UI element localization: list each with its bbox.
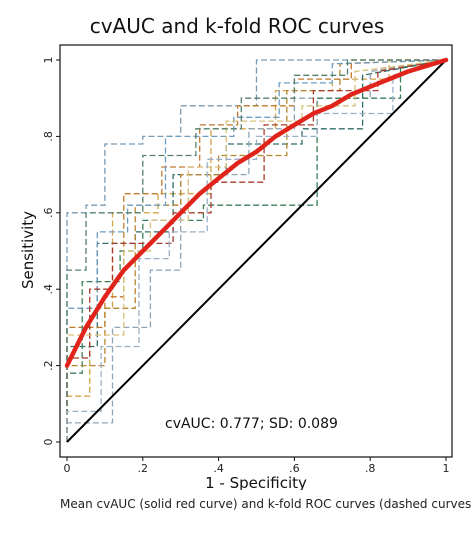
x-tick-label: .2 [138,462,149,475]
fold-roc-curve [66,59,447,442]
x-tick-label: .8 [365,462,376,475]
y-tick-label: 1 [42,57,55,64]
x-tick-label: 1 [443,462,450,475]
fold-roc-curve [66,59,447,442]
roc-chart: 0 0 .2 .2 .4 .4 .6 .6 .8 .8 1 1 1 - Specificity Sen… [19,44,453,490]
y-tick-label: .8 [42,131,55,142]
fold-roc-curve [66,59,446,442]
fold-roc-curve [66,59,447,442]
fold-roc-curve [66,59,447,442]
x-tick-label: .4 [213,462,224,475]
x-tick-label: .6 [289,462,300,475]
chart-caption: Mean cvAUC (solid red curve) and k-fold … [60,497,474,511]
y-tick-label: 0 [42,439,55,446]
fold-roc-curve [66,59,447,442]
y-tick-label: .2 [42,360,55,371]
roc-curves [64,57,449,443]
reference-diagonal [66,59,447,443]
mean-roc-curve [64,57,449,368]
chart-title: cvAUC and k-fold ROC curves [89,14,385,38]
y-tick-label: .4 [42,284,55,295]
y-tick-label: .6 [42,208,55,219]
x-tick-label: 0 [64,462,71,475]
y-axis-label: Sensitivity [19,211,37,289]
fold-roc-curve [66,59,446,442]
x-axis-label: 1 - Specificity [205,474,307,490]
cvauc-annotation: cvAUC: 0.777; SD: 0.089 [165,416,338,432]
